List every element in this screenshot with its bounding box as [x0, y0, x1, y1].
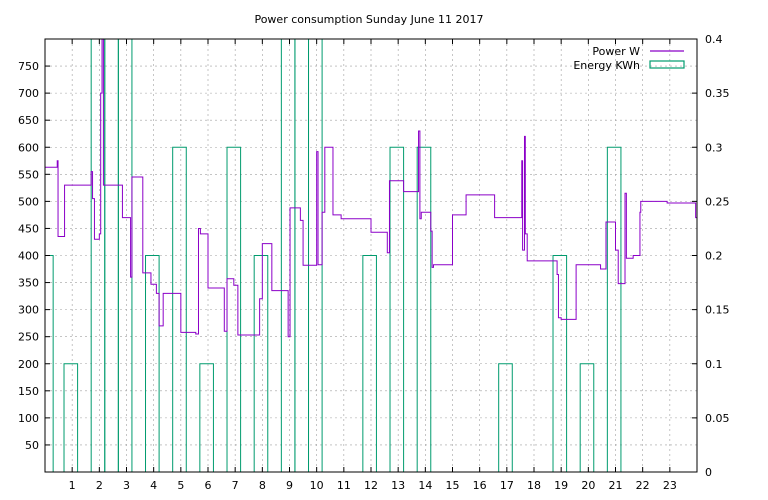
x-tick-label: 17 — [500, 479, 514, 492]
y-tick-label: 500 — [18, 195, 39, 208]
y-tick-label: 200 — [18, 358, 39, 371]
x-tick-label: 3 — [123, 479, 130, 492]
energy-bar — [226, 146, 242, 473]
energy-bar — [172, 146, 187, 473]
y-tick-label: 750 — [18, 60, 39, 73]
y2-tick-label: 0.1 — [705, 358, 723, 371]
x-tick-label: 18 — [527, 479, 541, 492]
x-tick-label: 14 — [418, 479, 432, 492]
energy-bar — [606, 146, 622, 473]
tick-labels: 1 2 3 4 5 6 7 8 9 10 11 12 13 14 15 16 17 18 19 20 21 22 23501… — [18, 33, 730, 492]
y-tick-label: 450 — [18, 222, 39, 235]
x-tick-label: 15 — [446, 479, 460, 492]
x-tick-label: 7 — [232, 479, 239, 492]
y2-tick-label: 0.15 — [705, 304, 730, 317]
x-tick-label: 1 — [69, 479, 76, 492]
x-tick-label: 12 — [364, 479, 378, 492]
energy-bar — [145, 255, 160, 473]
energy-bar — [90, 38, 106, 473]
y-tick-label: 700 — [18, 87, 39, 100]
x-tick-label: 13 — [391, 479, 405, 492]
x-tick-label: 10 — [310, 479, 324, 492]
legend-label-energy: Energy KWh — [573, 59, 640, 72]
x-tick-label: 19 — [554, 479, 568, 492]
y2-tick-label: 0.3 — [705, 141, 723, 154]
y2-tick-label: 0.4 — [705, 33, 723, 46]
energy-bar — [416, 146, 432, 473]
x-tick-label: 2 — [96, 479, 103, 492]
x-tick-label: 5 — [177, 479, 184, 492]
power-series — [45, 38, 697, 338]
legend: Power W Energy KWh — [573, 45, 685, 72]
y2-tick-label: 0.25 — [705, 195, 730, 208]
y-tick-label: 550 — [18, 168, 39, 181]
y-tick-label: 100 — [18, 412, 39, 425]
legend-label-power: Power W — [592, 45, 640, 58]
x-tick-label: 20 — [581, 479, 595, 492]
power-line — [45, 38, 697, 338]
y2-tick-label: 0.35 — [705, 87, 730, 100]
y-tick-label: 250 — [18, 331, 39, 344]
x-tick-label: 22 — [636, 479, 650, 492]
energy-bar — [280, 38, 296, 473]
x-tick-label: 6 — [205, 479, 212, 492]
y-tick-label: 150 — [18, 385, 39, 398]
axis-ticks — [45, 38, 697, 473]
x-tick-label: 9 — [286, 479, 293, 492]
y2-tick-label: 0.2 — [705, 250, 723, 263]
y-tick-label: 400 — [18, 250, 39, 263]
y-tick-label: 300 — [18, 304, 39, 317]
legend-swatch-energy — [649, 60, 685, 69]
x-tick-label: 21 — [609, 479, 623, 492]
chart-title: Power consumption Sunday June 11 2017 — [254, 13, 483, 26]
y2-tick-label: 0 — [705, 466, 712, 479]
energy-bar — [362, 255, 377, 473]
x-tick-label: 4 — [150, 479, 157, 492]
y-tick-label: 600 — [18, 141, 39, 154]
y2-tick-label: 0.05 — [705, 412, 730, 425]
y-tick-label: 350 — [18, 277, 39, 290]
y-tick-label: 50 — [25, 439, 39, 452]
x-tick-label: 8 — [259, 479, 266, 492]
x-tick-label: 16 — [473, 479, 487, 492]
x-tick-label: 23 — [663, 479, 677, 492]
x-tick-label: 11 — [337, 479, 351, 492]
y-tick-label: 650 — [18, 114, 39, 127]
